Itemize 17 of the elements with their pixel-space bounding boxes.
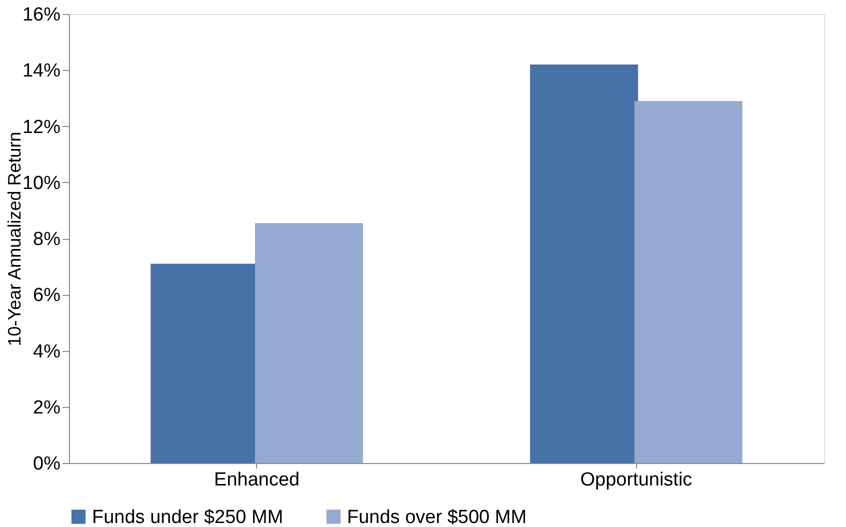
y-tick-label: 16% [22, 4, 61, 26]
bar [530, 64, 638, 463]
y-tick-label: 8% [33, 229, 61, 250]
bar [634, 100, 742, 463]
y-tick-label: 14% [22, 60, 61, 82]
legend-label: Funds under $250 MM [92, 506, 284, 527]
y-axis-title: 10-Year Annualized Return [4, 132, 24, 346]
y-tick-label: 2% [33, 397, 61, 418]
y-tick-label: 12% [22, 116, 61, 138]
y-tick-label: 0% [33, 454, 61, 474]
bar [254, 223, 363, 463]
y-tick-label: 4% [33, 341, 61, 362]
x-tick-label: Enhanced [214, 470, 300, 490]
y-tick-label: 10% [22, 172, 61, 194]
legend-label: Funds over $500 MM [347, 506, 527, 527]
x-tick-label: Opportunistic [580, 470, 692, 490]
y-tick-label: 6% [33, 285, 61, 306]
